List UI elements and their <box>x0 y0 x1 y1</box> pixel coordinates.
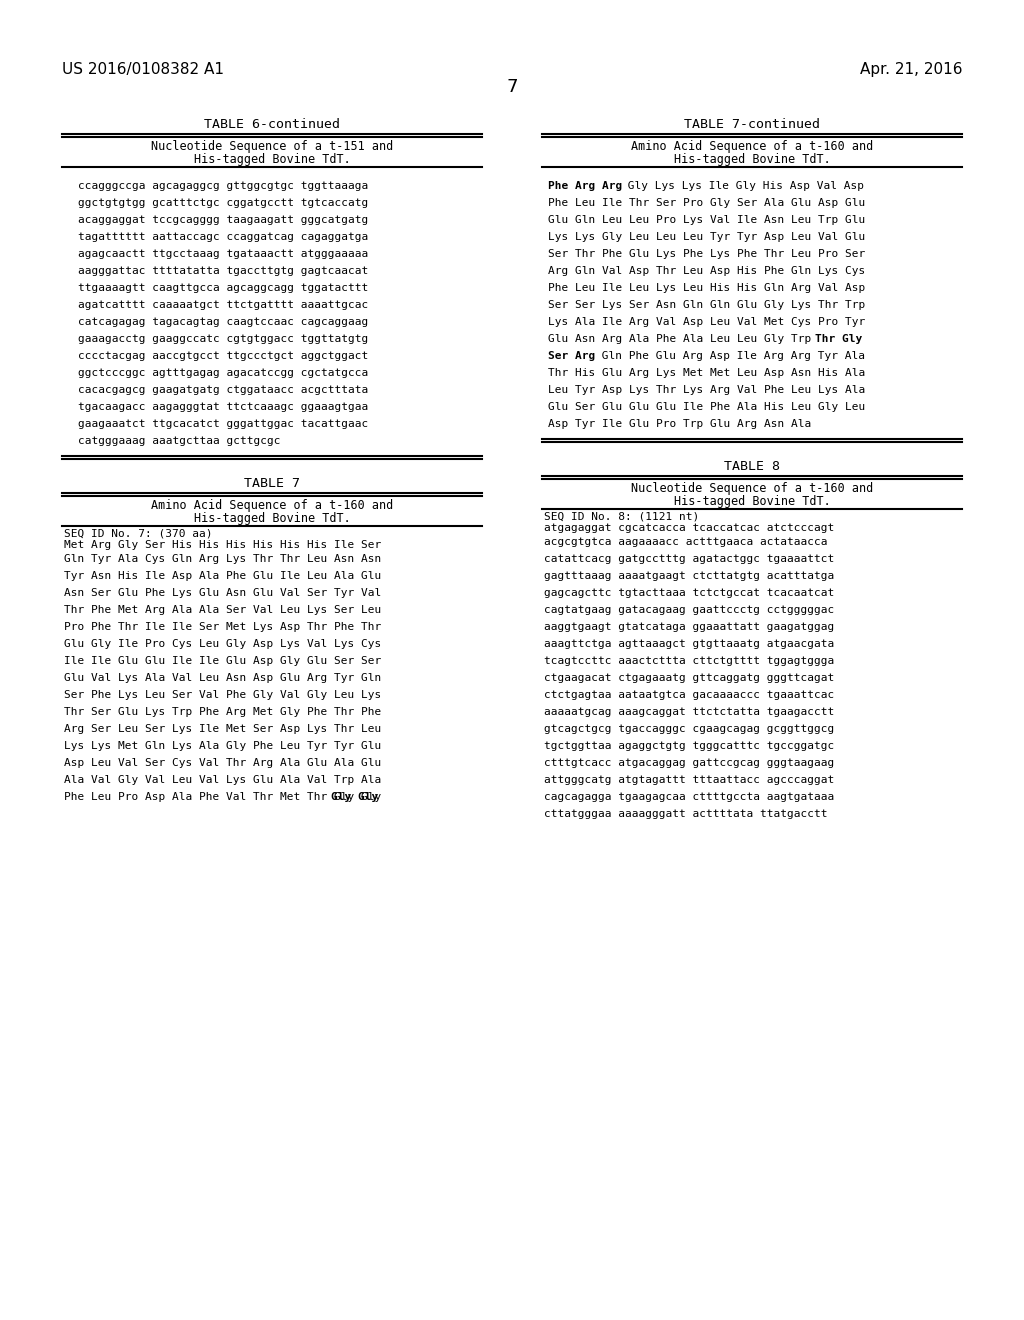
Text: acaggaggat tccgcagggg taagaagatt gggcatgatg: acaggaggat tccgcagggg taagaagatt gggcatg… <box>78 215 369 224</box>
Text: Ser Thr Phe Glu Lys Phe Lys Phe Thr Leu Pro Ser: Ser Thr Phe Glu Lys Phe Lys Phe Thr Leu … <box>548 249 865 259</box>
Text: ctgaagacat ctgagaaatg gttcaggatg gggttcagat: ctgaagacat ctgagaaatg gttcaggatg gggttca… <box>544 673 835 682</box>
Text: ccagggccga agcagaggcg gttggcgtgc tggttaaaga: ccagggccga agcagaggcg gttggcgtgc tggttaa… <box>78 181 369 191</box>
Text: SEQ ID No. 8: (1121 nt): SEQ ID No. 8: (1121 nt) <box>544 511 699 521</box>
Text: Nucleotide Sequence of a t-151 and: Nucleotide Sequence of a t-151 and <box>151 140 393 153</box>
Text: Ile Ile Glu Glu Ile Ile Glu Asp Gly Glu Ser Ser: Ile Ile Glu Glu Ile Ile Glu Asp Gly Glu … <box>63 656 381 667</box>
Text: Glu Gln Leu Leu Pro Lys Val Ile Asn Leu Trp Glu: Glu Gln Leu Leu Pro Lys Val Ile Asn Leu … <box>548 215 865 224</box>
Text: ctttgtcacc atgacaggag gattccgcag gggtaagaag: ctttgtcacc atgacaggag gattccgcag gggtaag… <box>544 758 835 768</box>
Text: cccctacgag aaccgtgcct ttgccctgct aggctggact: cccctacgag aaccgtgcct ttgccctgct aggctgg… <box>78 351 369 360</box>
Text: cttatgggaa aaaagggatt acttttata ttatgacctt: cttatgggaa aaaagggatt acttttata ttatgacc… <box>544 809 827 818</box>
Text: Glu Gly Ile Pro Cys Leu Gly Asp Lys Val Lys Cys: Glu Gly Ile Pro Cys Leu Gly Asp Lys Val … <box>63 639 381 649</box>
Text: Lys Lys Gly Leu Leu Leu Tyr Tyr Asp Leu Val Glu: Lys Lys Gly Leu Leu Leu Tyr Tyr Asp Leu … <box>548 232 865 242</box>
Text: ggctcccggc agtttgagag agacatccgg cgctatgcca: ggctcccggc agtttgagag agacatccgg cgctatg… <box>78 368 369 378</box>
Text: TABLE 8: TABLE 8 <box>724 459 780 473</box>
Text: catgggaaag aaatgcttaa gcttgcgc: catgggaaag aaatgcttaa gcttgcgc <box>78 436 281 446</box>
Text: Ala Val Gly Val Leu Val Lys Glu Ala Val Trp Ala: Ala Val Gly Val Leu Val Lys Glu Ala Val … <box>63 775 381 785</box>
Text: TABLE 7: TABLE 7 <box>244 477 300 490</box>
Text: Amino Acid Sequence of a t-160 and: Amino Acid Sequence of a t-160 and <box>631 140 873 153</box>
Text: aagggattac ttttatatta tgaccttgtg gagtcaacat: aagggattac ttttatatta tgaccttgtg gagtcaa… <box>78 267 369 276</box>
Text: agatcatttt caaaaatgct ttctgatttt aaaattgcac: agatcatttt caaaaatgct ttctgatttt aaaattg… <box>78 300 369 310</box>
Text: Gly Gly: Gly Gly <box>331 792 378 803</box>
Text: Ser Arg: Ser Arg <box>548 351 595 360</box>
Text: Glu Ser Glu Glu Glu Ile Phe Ala His Leu Gly Leu: Glu Ser Glu Glu Glu Ile Phe Ala His Leu … <box>548 403 865 412</box>
Text: Asn Ser Glu Phe Lys Glu Asn Glu Val Ser Tyr Val: Asn Ser Glu Phe Lys Glu Asn Glu Val Ser … <box>63 587 381 598</box>
Text: Met Arg Gly Ser His His His His His His Ile Ser: Met Arg Gly Ser His His His His His His … <box>63 540 381 550</box>
Text: atgagaggat cgcatcacca tcaccatcac atctcccagt: atgagaggat cgcatcacca tcaccatcac atctccc… <box>544 523 835 533</box>
Text: TABLE 6-continued: TABLE 6-continued <box>204 117 340 131</box>
Text: agagcaactt ttgcctaaag tgataaactt atgggaaaaa: agagcaactt ttgcctaaag tgataaactt atgggaa… <box>78 249 369 259</box>
Text: gaaagacctg gaaggccatc cgtgtggacc tggttatgtg: gaaagacctg gaaggccatc cgtgtggacc tggttat… <box>78 334 369 345</box>
Text: Amino Acid Sequence of a t-160 and: Amino Acid Sequence of a t-160 and <box>151 499 393 512</box>
Text: tagatttttt aattaccagc ccaggatcag cagaggatga: tagatttttt aattaccagc ccaggatcag cagagga… <box>78 232 369 242</box>
Text: tgacaagacc aagagggtat ttctcaaagc ggaaagtgaa: tgacaagacc aagagggtat ttctcaaagc ggaaagt… <box>78 403 369 412</box>
Text: Ser Ser Lys Ser Asn Gln Gln Glu Gly Lys Thr Trp: Ser Ser Lys Ser Asn Gln Gln Glu Gly Lys … <box>548 300 865 310</box>
Text: ctctgagtaa aataatgtca gacaaaaccc tgaaattcac: ctctgagtaa aataatgtca gacaaaaccc tgaaatt… <box>544 690 835 700</box>
Text: Apr. 21, 2016: Apr. 21, 2016 <box>859 62 962 77</box>
Text: Ser Phe Lys Leu Ser Val Phe Gly Val Gly Leu Lys: Ser Phe Lys Leu Ser Val Phe Gly Val Gly … <box>63 690 381 700</box>
Text: Phe Leu Ile Thr Ser Pro Gly Ser Ala Glu Asp Glu: Phe Leu Ile Thr Ser Pro Gly Ser Ala Glu … <box>548 198 865 209</box>
Text: US 2016/0108382 A1: US 2016/0108382 A1 <box>62 62 224 77</box>
Text: tcagtccttc aaactcttta cttctgtttt tggagtggga: tcagtccttc aaactcttta cttctgtttt tggagtg… <box>544 656 835 667</box>
Text: ttgaaaagtt caagttgcca agcaggcagg tggatacttt: ttgaaaagtt caagttgcca agcaggcagg tggatac… <box>78 282 369 293</box>
Text: Lys Lys Met Gln Lys Ala Gly Phe Leu Tyr Tyr Glu: Lys Lys Met Gln Lys Ala Gly Phe Leu Tyr … <box>63 741 381 751</box>
Text: cagcagagga tgaagagcaa cttttgccta aagtgataaa: cagcagagga tgaagagcaa cttttgccta aagtgat… <box>544 792 835 803</box>
Text: SEQ ID No. 7: (370 aa): SEQ ID No. 7: (370 aa) <box>63 528 213 539</box>
Text: gagtttaaag aaaatgaagt ctcttatgtg acatttatga: gagtttaaag aaaatgaagt ctcttatgtg acattta… <box>544 572 835 581</box>
Text: His-tagged Bovine TdT.: His-tagged Bovine TdT. <box>674 153 830 166</box>
Text: Thr Ser Glu Lys Trp Phe Arg Met Gly Phe Thr Phe: Thr Ser Glu Lys Trp Phe Arg Met Gly Phe … <box>63 708 381 717</box>
Text: Thr His Glu Arg Lys Met Met Leu Asp Asn His Ala: Thr His Glu Arg Lys Met Met Leu Asp Asn … <box>548 368 865 378</box>
Text: Asp Tyr Ile Glu Pro Trp Glu Arg Asn Ala: Asp Tyr Ile Glu Pro Trp Glu Arg Asn Ala <box>548 418 811 429</box>
Text: Gly Lys Lys Ile Gly His Asp Val Asp: Gly Lys Lys Ile Gly His Asp Val Asp <box>622 181 864 191</box>
Text: catattcacg gatgcctttg agatactggc tgaaaattct: catattcacg gatgcctttg agatactggc tgaaaat… <box>544 554 835 564</box>
Text: His-tagged Bovine TdT.: His-tagged Bovine TdT. <box>674 495 830 508</box>
Text: cagtatgaag gatacagaag gaattccctg cctgggggac: cagtatgaag gatacagaag gaattccctg cctgggg… <box>544 605 835 615</box>
Text: Gln Tyr Ala Cys Gln Arg Lys Thr Thr Leu Asn Asn: Gln Tyr Ala Cys Gln Arg Lys Thr Thr Leu … <box>63 554 381 564</box>
Text: gtcagctgcg tgaccagggc cgaagcagag gcggttggcg: gtcagctgcg tgaccagggc cgaagcagag gcggttg… <box>544 723 835 734</box>
Text: Glu Asn Arg Ala Phe Ala Leu Leu Gly Trp: Glu Asn Arg Ala Phe Ala Leu Leu Gly Trp <box>548 334 818 345</box>
Text: His-tagged Bovine TdT.: His-tagged Bovine TdT. <box>194 153 350 166</box>
Text: attgggcatg atgtagattt tttaattacc agcccaggat: attgggcatg atgtagattt tttaattacc agcccag… <box>544 775 835 785</box>
Text: His-tagged Bovine TdT.: His-tagged Bovine TdT. <box>194 512 350 525</box>
Text: Lys Ala Ile Arg Val Asp Leu Val Met Cys Pro Tyr: Lys Ala Ile Arg Val Asp Leu Val Met Cys … <box>548 317 865 327</box>
Text: gaagaaatct ttgcacatct gggattggac tacattgaac: gaagaaatct ttgcacatct gggattggac tacattg… <box>78 418 369 429</box>
Text: catcagagag tagacagtag caagtccaac cagcaggaag: catcagagag tagacagtag caagtccaac cagcagg… <box>78 317 369 327</box>
Text: Thr Phe Met Arg Ala Ala Ser Val Leu Lys Ser Leu: Thr Phe Met Arg Ala Ala Ser Val Leu Lys … <box>63 605 381 615</box>
Text: aaagttctga agttaaagct gtgttaaatg atgaacgata: aaagttctga agttaaagct gtgttaaatg atgaacg… <box>544 639 835 649</box>
Text: aaaaatgcag aaagcaggat ttctctatta tgaagacctt: aaaaatgcag aaagcaggat ttctctatta tgaagac… <box>544 708 835 717</box>
Text: TABLE 7-continued: TABLE 7-continued <box>684 117 820 131</box>
Text: acgcgtgtca aagaaaacc actttgaaca actataacca: acgcgtgtca aagaaaacc actttgaaca actataac… <box>544 537 827 546</box>
Text: Phe Arg Arg: Phe Arg Arg <box>548 181 623 191</box>
Text: Gln Phe Glu Arg Asp Ile Arg Arg Tyr Ala: Gln Phe Glu Arg Asp Ile Arg Arg Tyr Ala <box>595 351 864 360</box>
Text: Nucleotide Sequence of a t-160 and: Nucleotide Sequence of a t-160 and <box>631 482 873 495</box>
Text: Arg Ser Leu Ser Lys Ile Met Ser Asp Lys Thr Leu: Arg Ser Leu Ser Lys Ile Met Ser Asp Lys … <box>63 723 381 734</box>
Text: Tyr Asn His Ile Asp Ala Phe Glu Ile Leu Ala Glu: Tyr Asn His Ile Asp Ala Phe Glu Ile Leu … <box>63 572 381 581</box>
Text: Asp Leu Val Ser Cys Val Thr Arg Ala Glu Ala Glu: Asp Leu Val Ser Cys Val Thr Arg Ala Glu … <box>63 758 381 768</box>
Text: Glu Val Lys Ala Val Leu Asn Asp Glu Arg Tyr Gln: Glu Val Lys Ala Val Leu Asn Asp Glu Arg … <box>63 673 381 682</box>
Text: 7: 7 <box>506 78 518 96</box>
Text: Arg Gln Val Asp Thr Leu Asp His Phe Gln Lys Cys: Arg Gln Val Asp Thr Leu Asp His Phe Gln … <box>548 267 865 276</box>
Text: Phe Leu Ile Leu Lys Leu His His Gln Arg Val Asp: Phe Leu Ile Leu Lys Leu His His Gln Arg … <box>548 282 865 293</box>
Text: Pro Phe Thr Ile Ile Ser Met Lys Asp Thr Phe Thr: Pro Phe Thr Ile Ile Ser Met Lys Asp Thr … <box>63 622 381 632</box>
Text: Thr Gly: Thr Gly <box>815 334 862 345</box>
Text: Phe Leu Pro Asp Ala Phe Val Thr Met Thr Gly Gly: Phe Leu Pro Asp Ala Phe Val Thr Met Thr … <box>63 792 381 803</box>
Text: tgctggttaa agaggctgtg tgggcatttc tgccggatgc: tgctggttaa agaggctgtg tgggcatttc tgccgga… <box>544 741 835 751</box>
Text: Leu Tyr Asp Lys Thr Lys Arg Val Phe Leu Lys Ala: Leu Tyr Asp Lys Thr Lys Arg Val Phe Leu … <box>548 385 865 395</box>
Text: aaggtgaagt gtatcataga ggaaattatt gaagatggag: aaggtgaagt gtatcataga ggaaattatt gaagatg… <box>544 622 835 632</box>
Text: cacacgagcg gaagatgatg ctggataacc acgctttata: cacacgagcg gaagatgatg ctggataacc acgcttt… <box>78 385 369 395</box>
Text: gagcagcttc tgtacttaaa tctctgccat tcacaatcat: gagcagcttc tgtacttaaa tctctgccat tcacaat… <box>544 587 835 598</box>
Text: ggctgtgtgg gcatttctgc cggatgcctt tgtcaccatg: ggctgtgtgg gcatttctgc cggatgcctt tgtcacc… <box>78 198 369 209</box>
